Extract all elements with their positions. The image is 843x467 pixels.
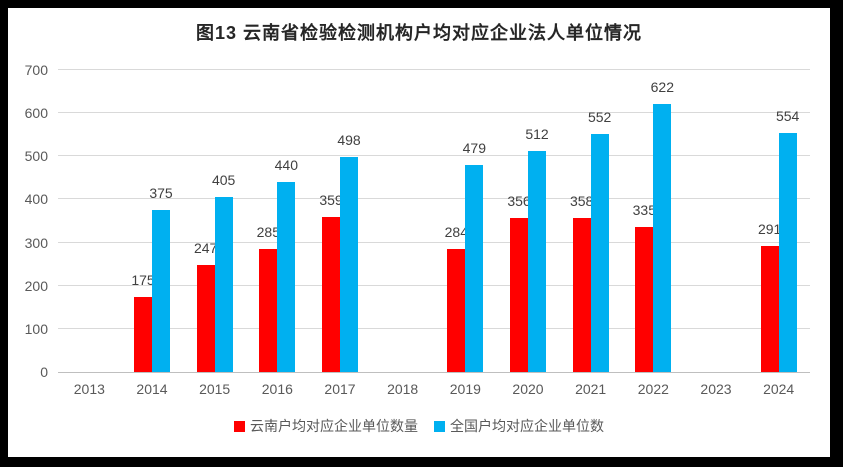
y-tick-label: 300: [24, 234, 48, 251]
data-label-yunnan: 356: [507, 193, 531, 210]
bar-yunnan: [322, 217, 340, 372]
data-label-national: 622: [650, 78, 675, 95]
data-label-national: 552: [587, 108, 612, 125]
data-label-yunnan: 358: [569, 192, 594, 209]
gridline: [58, 284, 810, 286]
data-label-national: 479: [462, 140, 487, 157]
x-tick-label: 2016: [261, 381, 293, 397]
y-tick-label: 600: [24, 105, 48, 122]
bar-yunnan: [447, 249, 466, 372]
bar-yunnan: [572, 217, 591, 372]
bar-yunnan: [760, 246, 779, 372]
y-tick-label: 700: [24, 62, 48, 78]
bar-national: [214, 197, 233, 372]
x-tick-label: 2019: [449, 381, 481, 397]
bar-national: [465, 165, 484, 372]
data-label-national: 498: [337, 132, 361, 149]
x-tick-label: 2014: [136, 381, 168, 397]
data-label-yunnan: 291: [757, 221, 782, 238]
y-tick-label: 200: [24, 277, 48, 294]
gridline: [58, 241, 810, 243]
bar-national: [340, 157, 358, 372]
x-tick-label: 2018: [387, 381, 419, 397]
bar-yunnan: [259, 249, 278, 372]
bar-yunnan: [510, 218, 528, 372]
x-tick-label: 2017: [324, 381, 356, 397]
x-tick-label: 2015: [199, 381, 231, 397]
x-tick-label: 2023: [700, 381, 732, 397]
bar-national: [778, 133, 797, 372]
y-tick-label: 100: [24, 320, 48, 337]
data-label-yunnan: 284: [444, 224, 469, 241]
legend-swatch-yunnan: [234, 420, 245, 432]
bar-national: [152, 210, 170, 372]
bar-yunnan: [196, 265, 215, 372]
data-label-yunnan: 247: [193, 240, 218, 257]
gridline: [58, 198, 810, 200]
x-tick-label: 2013: [73, 381, 105, 397]
data-label-national: 375: [149, 185, 173, 202]
legend: 云南户均对应企业单位数量 全国户均对应企业单位数: [8, 416, 830, 436]
x-tick-label: 2024: [763, 381, 795, 397]
x-tick-label: 2022: [637, 381, 669, 397]
data-label-national: 440: [274, 157, 299, 174]
plot-area: 0 100 200 300 400 500 600 700 2013 2014 175 375 2015…: [25, 62, 810, 397]
bar-yunnan: [635, 227, 654, 372]
gridline: [58, 155, 810, 157]
legend-swatch-national: [434, 420, 445, 432]
data-label-national: 405: [211, 172, 236, 189]
x-tick-label: 2021: [575, 381, 607, 397]
bar-national: [590, 133, 609, 372]
data-label-yunnan: 285: [256, 224, 281, 241]
legend-item-yunnan: 云南户均对应企业单位数量: [234, 416, 418, 436]
gridline: [58, 112, 810, 114]
y-tick-label: 400: [24, 191, 48, 208]
legend-item-national: 全国户均对应企业单位数: [434, 416, 604, 436]
gridline: [58, 327, 810, 329]
bar-yunnan: [134, 296, 152, 372]
y-tick-label: 500: [24, 148, 48, 165]
data-label-yunnan: 175: [131, 271, 155, 288]
data-label-yunnan: 335: [632, 202, 657, 219]
y-tick-label: 0: [40, 364, 48, 380]
bar-national: [528, 151, 546, 372]
bar-national: [653, 103, 672, 372]
x-tick-label: 2020: [512, 381, 544, 397]
data-label-national: 554: [775, 108, 800, 124]
chart-title: 图13 云南省检验检测机构户均对应企业法人单位情况: [195, 23, 643, 43]
chart-canvas: 图13 云南省检验检测机构户均对应企业法人单位情况 0 100 200 300 400 5…: [8, 8, 830, 457]
data-label-national: 512: [525, 126, 549, 143]
data-label-yunnan: 359: [319, 192, 343, 209]
bar-national: [277, 182, 296, 372]
gridline: [58, 69, 810, 70]
legend-label-national: 全国户均对应企业单位数: [450, 418, 604, 434]
legend-label-yunnan: 云南户均对应企业单位数量: [250, 418, 418, 434]
